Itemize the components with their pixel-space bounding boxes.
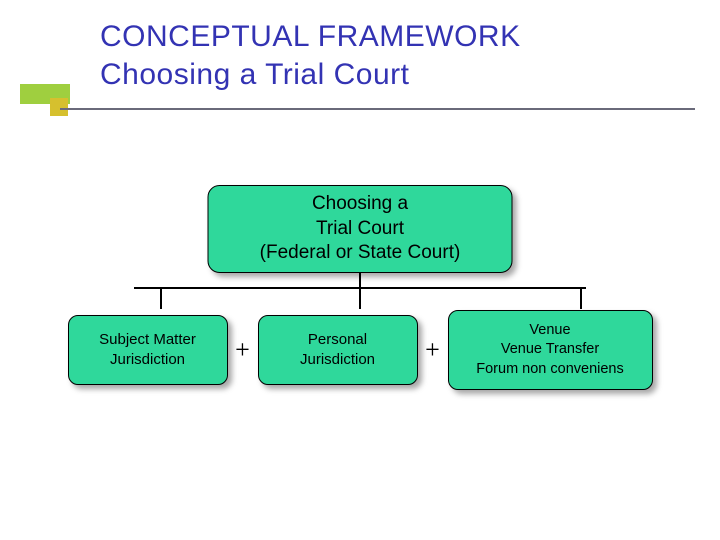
connector-root-down [359, 273, 361, 287]
connector-child-3 [580, 287, 582, 309]
child-2-line-2: Jurisdiction [300, 350, 375, 370]
root-node: Choosing a Trial Court (Federal or State… [208, 185, 513, 273]
child-node-personal-jurisdiction: Personal Jurisdiction [258, 315, 418, 385]
title-line-1: CONCEPTUAL FRAMEWORK [100, 20, 521, 53]
slide-title: CONCEPTUAL FRAMEWORK Choosing a Trial Co… [100, 18, 690, 93]
child-node-subject-matter: Subject Matter Jurisdiction [68, 315, 228, 385]
header-rule [60, 108, 695, 110]
connector-child-2 [359, 287, 361, 309]
children-row: Subject Matter Jurisdiction + Personal J… [0, 310, 720, 390]
child-3-line-3: Forum non conveniens [476, 360, 624, 380]
connector-child-1 [160, 287, 162, 309]
title-line-2: Choosing a Trial Court [100, 58, 409, 91]
child-3-line-1: Venue [529, 321, 570, 341]
root-line-2: Trial Court [316, 217, 404, 242]
plus-operator-2: + [418, 335, 448, 365]
plus-operator-1: + [228, 335, 258, 365]
child-3-line-2: Venue Transfer [501, 340, 599, 360]
child-node-venue: Venue Venue Transfer Forum non convenien… [448, 310, 653, 390]
root-line-1: Choosing a [312, 192, 408, 217]
tree-diagram: Choosing a Trial Court (Federal or State… [0, 185, 720, 435]
root-line-3: (Federal or State Court) [260, 241, 461, 266]
child-2-line-1: Personal [308, 330, 367, 350]
child-1-line-1: Subject Matter [99, 330, 196, 350]
slide-header: CONCEPTUAL FRAMEWORK Choosing a Trial Co… [100, 18, 690, 93]
accent-yellow-square [50, 98, 68, 116]
child-1-line-2: Jurisdiction [110, 350, 185, 370]
